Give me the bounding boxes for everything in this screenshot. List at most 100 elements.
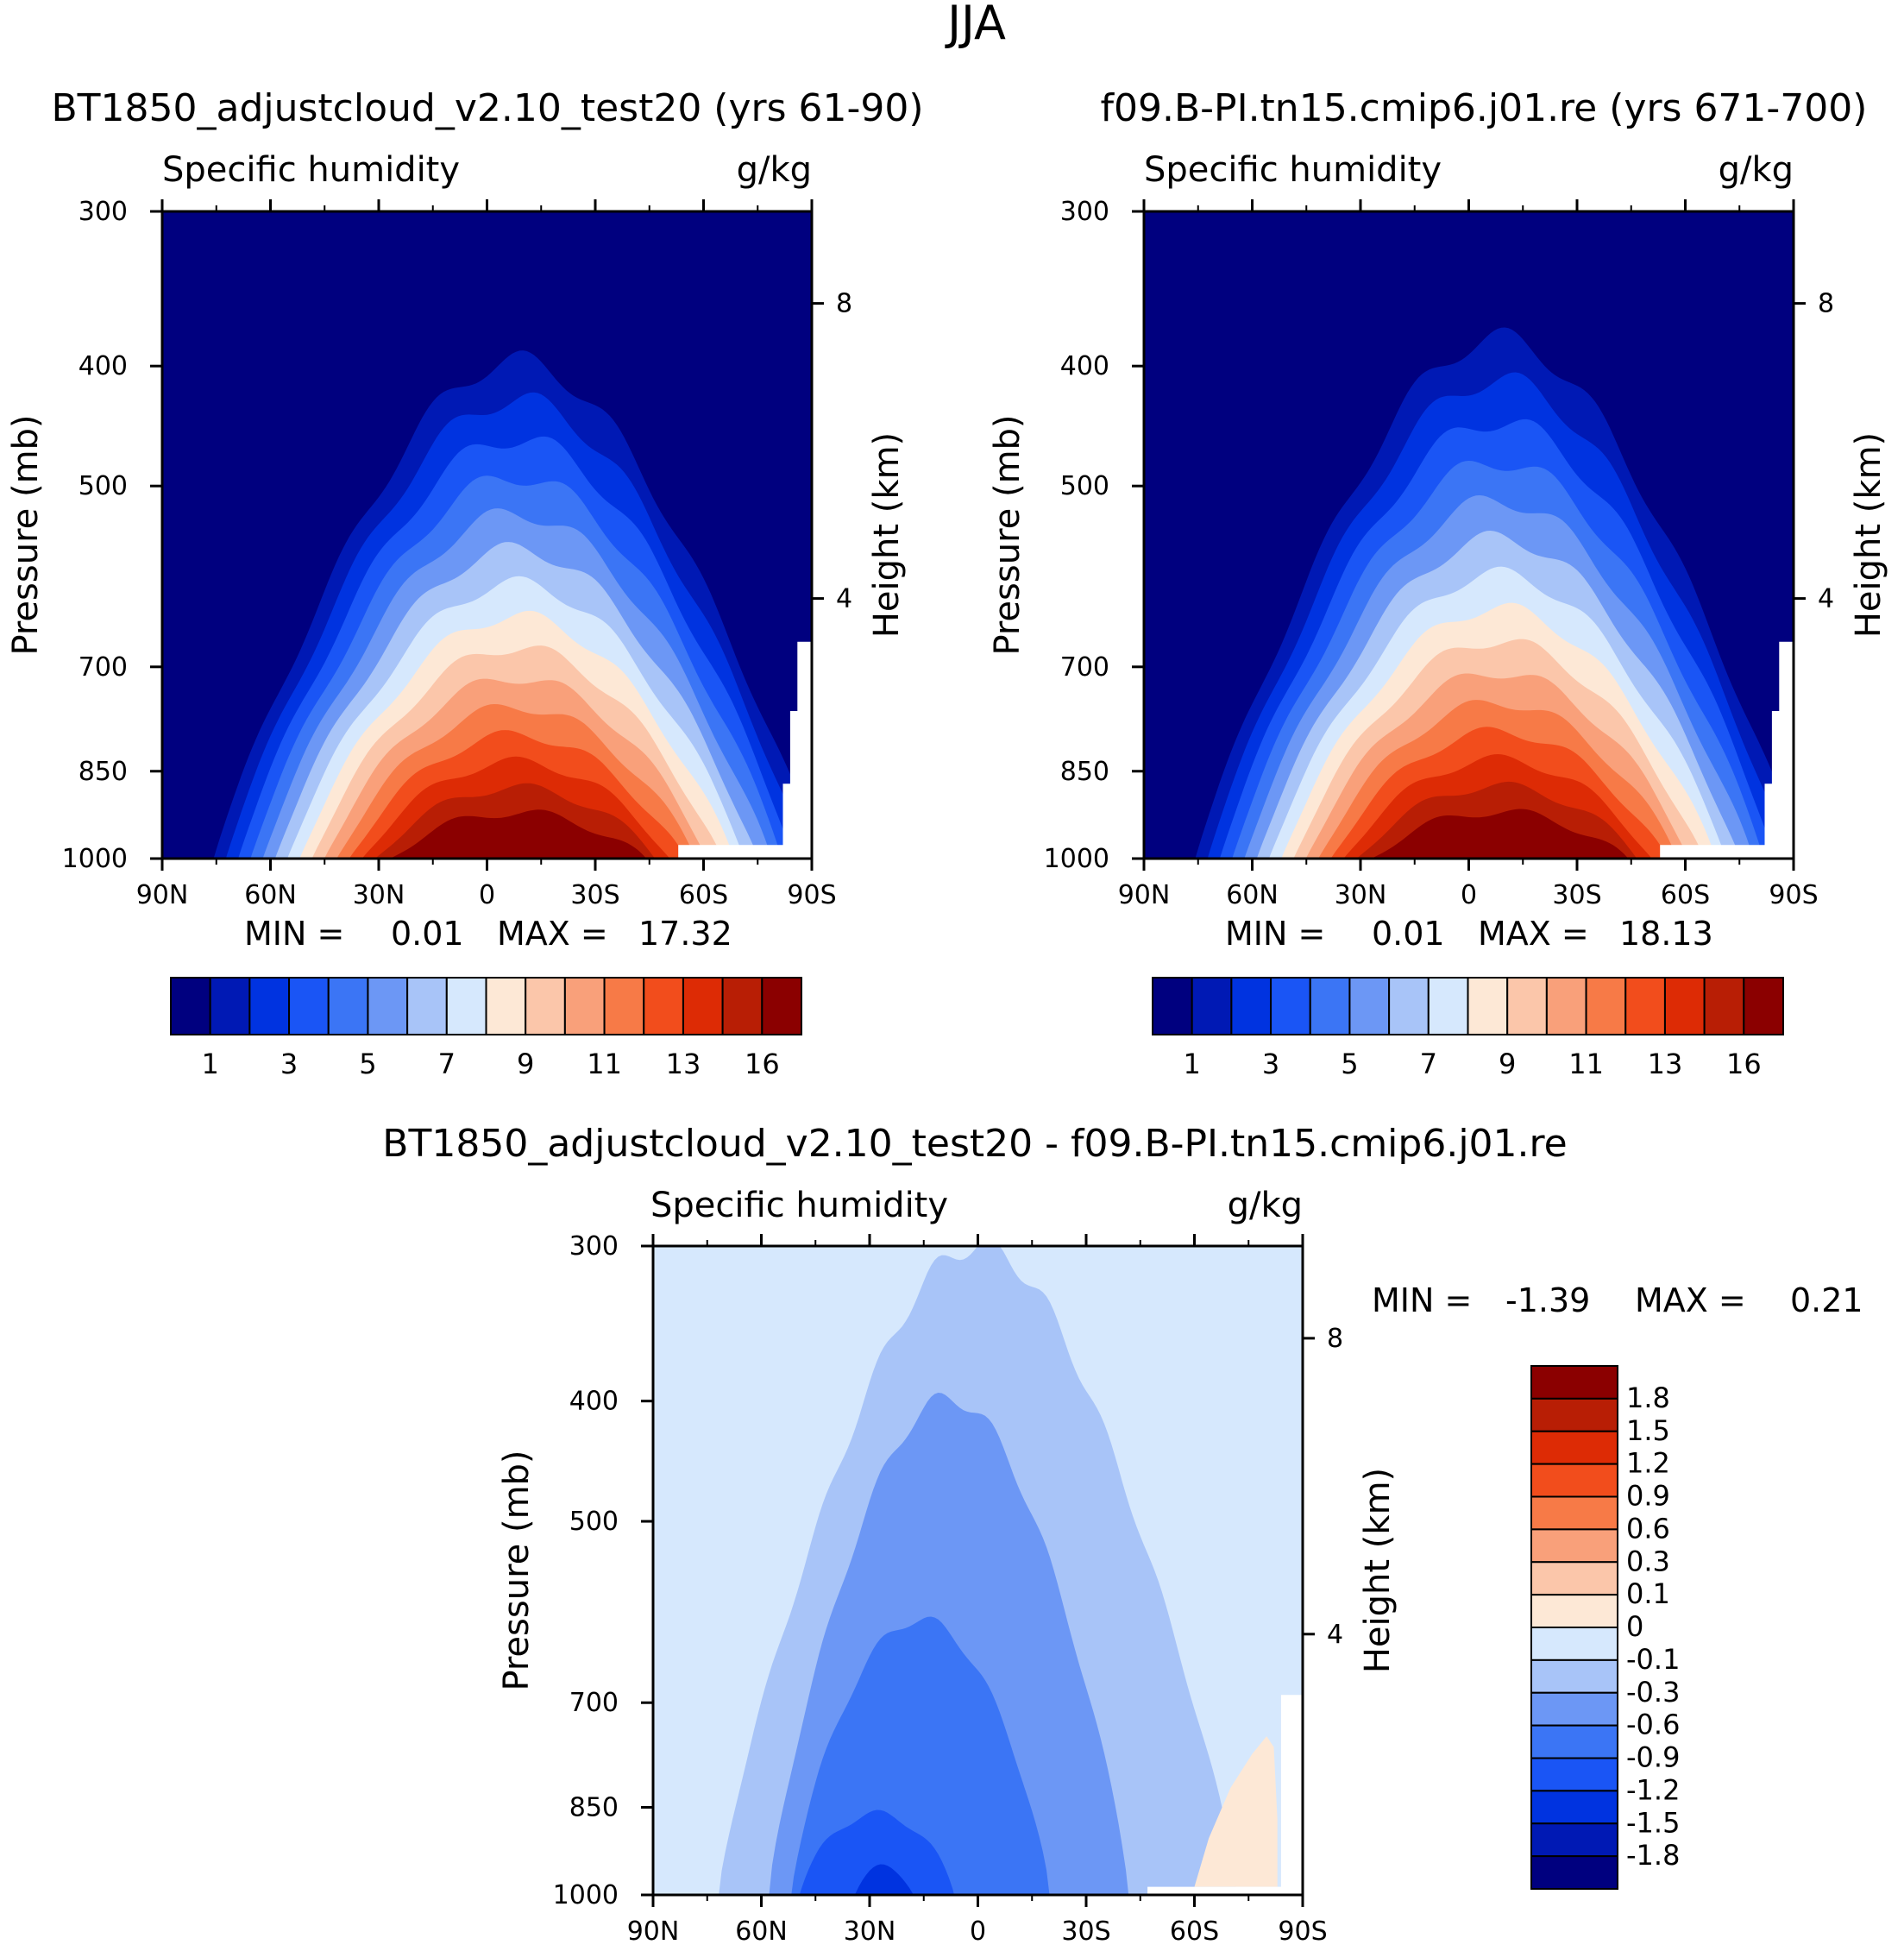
panel-reference-units: g/kg bbox=[1719, 150, 1794, 190]
panel-difference-colorbar-label: -0.6 bbox=[1626, 1709, 1680, 1741]
panel-control-colorbar-box bbox=[682, 977, 724, 1035]
panel-control-ytick-label: 700 bbox=[79, 652, 128, 683]
panel-reference-colorbar-label: 3 bbox=[1262, 1048, 1279, 1080]
panel-difference-colorbar-box bbox=[1530, 1365, 1618, 1400]
panel-control-colorbar-box bbox=[485, 977, 527, 1035]
panel-control-colorbar-box bbox=[603, 977, 645, 1035]
panel-control-variable: Specific humidity bbox=[162, 150, 460, 190]
panel-reference-ylabel-right: Height (km) bbox=[1849, 432, 1888, 638]
panel-control-missing-data bbox=[678, 641, 812, 859]
panel-difference-colorbar-label: -1.2 bbox=[1626, 1773, 1680, 1806]
panel-difference-colorbar-box bbox=[1530, 1594, 1618, 1628]
panel-control-height-tick-label: 8 bbox=[836, 289, 852, 319]
panel-reference-ytick-label: 500 bbox=[1060, 471, 1109, 501]
panel-reference-ylabel: Pressure (mb) bbox=[988, 414, 1027, 655]
panel-difference-xtick-label: 90S bbox=[1278, 1916, 1327, 1947]
panel-reference-xtick-label: 0 bbox=[1461, 880, 1477, 910]
panel-difference-ytick-label: 1000 bbox=[553, 1880, 619, 1910]
panel-control-ytick-label: 850 bbox=[79, 757, 128, 787]
panel-control-colorbar-box bbox=[643, 977, 684, 1035]
panel-difference-ytick-label: 400 bbox=[569, 1387, 619, 1417]
panel-control-min-value: 0.01 bbox=[391, 915, 464, 953]
panel-reference-colorbar-box bbox=[1191, 977, 1233, 1035]
panel-reference-height-tick-label: 8 bbox=[1818, 289, 1834, 319]
panel-difference-plot bbox=[653, 1246, 1303, 1895]
panel-difference-colorbar-label: 1.8 bbox=[1626, 1381, 1670, 1414]
panel-control-colorbar-label: 9 bbox=[517, 1048, 534, 1080]
panel-reference-ytick-label: 850 bbox=[1060, 757, 1109, 787]
panel-difference-xtick-label: 30N bbox=[844, 1916, 896, 1947]
panel-control-xtick-label: 60S bbox=[679, 880, 728, 910]
panel-control-height-tick-label: 4 bbox=[836, 584, 852, 614]
panel-reference-colorbar-box bbox=[1309, 977, 1351, 1035]
panel-difference-colorbar-box bbox=[1530, 1463, 1618, 1498]
panel-control-colorbar-box bbox=[406, 977, 448, 1035]
panel-control-colorbar-box bbox=[288, 977, 330, 1035]
panel-difference-colorbar-label: 1.2 bbox=[1626, 1447, 1670, 1480]
panel-difference-title: BT1850_adjustcloud_v2.10_test20 - f09.B-… bbox=[382, 1122, 1567, 1166]
panel-difference-colorbar-box bbox=[1530, 1495, 1618, 1531]
panel-difference-band bbox=[653, 1809, 1303, 1895]
panel-control-ylabel-right: Height (km) bbox=[867, 432, 907, 638]
panel-difference-positive-region bbox=[1194, 1736, 1278, 1887]
panel-difference-colorbar-box bbox=[1530, 1724, 1618, 1759]
panel-difference-colorbar-box bbox=[1530, 1627, 1618, 1661]
panel-control-colorbar-label: 16 bbox=[745, 1048, 780, 1080]
panel-control-ytick-label: 1000 bbox=[62, 844, 128, 874]
panel-difference-ylabel-right: Height (km) bbox=[1358, 1468, 1398, 1673]
panel-control-colorbar-box bbox=[563, 977, 606, 1035]
panel-difference-missing-data bbox=[1147, 1695, 1303, 1895]
panel-control-min-label: MIN = bbox=[244, 915, 344, 953]
panel-reference-max-label: MAX = bbox=[1478, 915, 1589, 953]
panel-difference-colorbar: 1.81.51.20.90.60.30.10-0.1-0.3-0.6-0.9-1… bbox=[1530, 1365, 1680, 1890]
panel-difference-max-value: 0.21 bbox=[1790, 1281, 1863, 1319]
panel-difference-variable: Specific humidity bbox=[650, 1186, 948, 1225]
panel-difference-colorbar-label: -1.8 bbox=[1626, 1839, 1680, 1872]
panel-reference-colorbar-box bbox=[1270, 977, 1311, 1035]
panel-reference-xtick-label: 30N bbox=[1335, 880, 1387, 910]
panel-difference-xtick-label: 30S bbox=[1061, 1916, 1110, 1947]
panel-control-title: BT1850_adjustcloud_v2.10_test20 (yrs 61-… bbox=[51, 86, 923, 130]
panel-control-ytick-label: 400 bbox=[79, 351, 128, 381]
panel-reference-band bbox=[1144, 809, 1794, 859]
panel-reference-colorbar-label: 11 bbox=[1568, 1048, 1604, 1080]
panel-difference-xtick-label: 90N bbox=[627, 1916, 680, 1947]
panel-difference-min-value: -1.39 bbox=[1505, 1281, 1590, 1319]
panel-reference-ytick-label: 1000 bbox=[1044, 844, 1109, 874]
panel-control-xtick-label: 90N bbox=[136, 880, 189, 910]
panel-difference-band bbox=[653, 1616, 1303, 1895]
panel-difference-ytick-label: 300 bbox=[569, 1231, 619, 1262]
panel-difference-ytick-label: 700 bbox=[569, 1688, 619, 1718]
panel-difference-colorbar-label: -0.1 bbox=[1626, 1643, 1680, 1676]
panel-reference-colorbar-box bbox=[1703, 977, 1745, 1035]
panel-reference-xtick-label: 30S bbox=[1552, 880, 1601, 910]
panel-control-plot bbox=[162, 211, 812, 859]
panel-reference-colorbar-box bbox=[1545, 977, 1587, 1035]
panel-difference-colorbar-label: 0.6 bbox=[1626, 1512, 1670, 1545]
panel-control-max-label: MAX = bbox=[497, 915, 608, 953]
panel-difference-ylabel: Pressure (mb) bbox=[497, 1450, 537, 1690]
panel-difference-colorbar-label: 0 bbox=[1626, 1610, 1643, 1643]
panel-difference-colorbar-box bbox=[1530, 1855, 1618, 1890]
panel-reference-colorbar: 1 3 5 7 9 11 13 16 bbox=[1152, 977, 1784, 1080]
panel-difference-colorbar-box bbox=[1530, 1790, 1618, 1825]
panel-reference-min-value: 0.01 bbox=[1372, 915, 1445, 953]
panel-reference-ytick-label: 700 bbox=[1060, 652, 1109, 683]
panel-reference-ytick-label: 400 bbox=[1060, 351, 1109, 381]
panel-reference-colorbar-box bbox=[1743, 977, 1784, 1035]
panel-difference-xtick-label: 60S bbox=[1170, 1916, 1219, 1947]
panel-difference-colorbar-box bbox=[1530, 1397, 1618, 1432]
panel-reference: f09.B-PI.tn15.cmip6.j01.re (yrs 671-700)… bbox=[988, 86, 1888, 1080]
panel-control-units: g/kg bbox=[737, 150, 812, 190]
panel-reference-max-value: 18.13 bbox=[1619, 915, 1713, 953]
panel-control-band bbox=[162, 809, 812, 859]
panel-reference-colorbar-box bbox=[1467, 977, 1509, 1035]
panel-difference-units: g/kg bbox=[1228, 1186, 1303, 1225]
panel-reference-xtick-label: 60S bbox=[1661, 880, 1710, 910]
panel-control-colorbar-box bbox=[525, 977, 566, 1035]
panel-difference-colorbar-label: -1.5 bbox=[1626, 1806, 1680, 1839]
panel-difference-band bbox=[653, 1393, 1303, 1895]
panel-control-colorbar-box bbox=[761, 977, 802, 1035]
panel-control-colorbar-box bbox=[209, 977, 251, 1035]
panel-control-colorbar-box bbox=[327, 977, 369, 1035]
